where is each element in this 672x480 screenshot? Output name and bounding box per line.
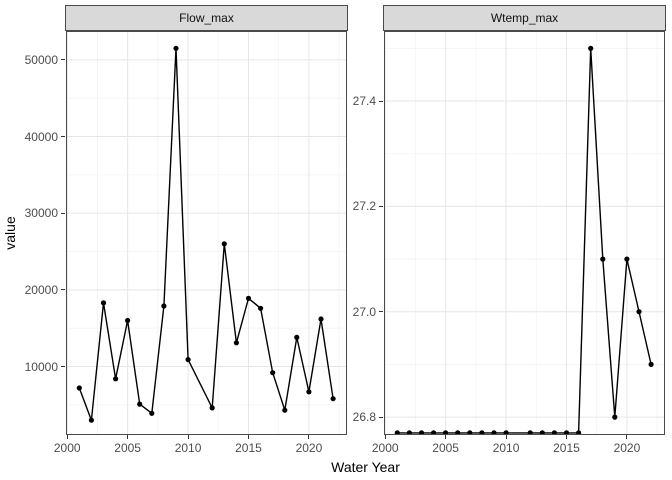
x-tick-mark [247,435,249,439]
plot-panel-flow-max [66,31,347,435]
y-tick-mark [61,59,65,61]
facet-strip-label: Flow_max [179,11,234,25]
x-tick-label: 2020 [613,441,641,455]
data-point [173,45,179,51]
facet-strip-label: Wtemp_max [490,11,559,25]
x-tick-label: 2005 [114,441,141,455]
y-tick-mark [379,100,383,102]
data-point [406,430,412,435]
data-point [539,430,545,435]
data-point [330,396,336,402]
data-point [318,316,324,322]
y-tick-label: 30000 [24,206,58,221]
y-tick-label: 20000 [24,282,58,297]
x-tick-label: 2010 [174,441,202,455]
x-tick-mark [308,435,310,439]
data-point [209,405,215,411]
series-line [397,48,652,434]
data-point [479,430,485,435]
data-point [455,430,461,435]
data-point [137,401,143,407]
data-point [443,430,449,435]
data-point [551,430,557,435]
x-tick-mark [187,435,189,439]
data-point [125,317,131,324]
data-point [113,376,119,382]
y-tick-label: 50000 [24,52,58,67]
data-point [161,303,167,309]
data-point [612,414,618,420]
x-tick-mark [565,435,567,439]
data-point [418,430,425,435]
data-point [648,361,654,367]
x-tick-mark [626,435,628,439]
data-point [431,430,437,435]
data-point [149,410,155,416]
data-point [636,309,642,315]
x-tick-mark [127,435,129,439]
x-tick-label: 2000 [53,441,81,455]
data-point [576,430,582,435]
y-tick-label: 27.4 [352,94,376,109]
data-point [491,430,497,435]
data-point [233,340,239,346]
y-tick-label: 10000 [24,359,58,374]
y-tick-mark [61,289,65,291]
y-tick-label: 40000 [24,129,58,144]
y-tick-label: 26.8 [352,410,376,425]
data-point [88,417,94,423]
y-tick-mark [61,366,65,368]
data-point [282,407,288,413]
data-point [221,241,227,247]
data-point [467,430,473,435]
y-tick-label: 27.2 [352,199,376,214]
data-point [563,430,570,435]
data-point [600,256,606,262]
x-tick-label: 2005 [432,441,459,455]
y-axis-title: value [2,216,18,250]
facet-wtemp-max: Wtemp_max 2000 2005 2010 2015 2020 26.8 27.0 27… [353,5,666,455]
data-point [100,300,107,306]
facet-strip: Flow_max [65,5,348,31]
data-point [503,430,509,435]
series-line [78,48,334,421]
data-point [588,45,594,51]
data-point [294,334,300,340]
x-tick-mark [66,435,68,439]
facet-strip: Wtemp_max [383,5,666,31]
x-tick-mark [445,435,447,439]
x-tick-label: 2000 [371,441,399,455]
data-point [76,385,82,391]
x-tick-mark [505,435,507,439]
data-point [527,430,533,435]
data-point [394,430,400,435]
data-point [624,256,630,262]
y-tick-mark [61,212,65,214]
data-point [258,305,264,311]
plot-panel-wtemp-max [384,31,665,435]
x-tick-label: 2015 [553,441,580,455]
x-tick-mark [384,435,386,439]
y-tick-mark [61,136,65,137]
x-axis-title: Water Year [331,459,400,475]
x-tick-label: 2010 [492,441,520,455]
y-tick-mark [379,311,383,313]
x-tick-label: 2020 [295,441,323,455]
data-point [185,357,191,363]
data-point [245,295,252,301]
y-tick-mark [379,416,383,418]
y-tick-label: 27.0 [352,304,376,319]
data-point [270,370,276,376]
facet-flow-max: Flow_max 2000 2005 2010 2015 2020 10000 20000 3… [25,5,348,455]
y-tick-mark [379,205,383,207]
data-point [306,389,312,395]
x-tick-label: 2015 [235,441,262,455]
